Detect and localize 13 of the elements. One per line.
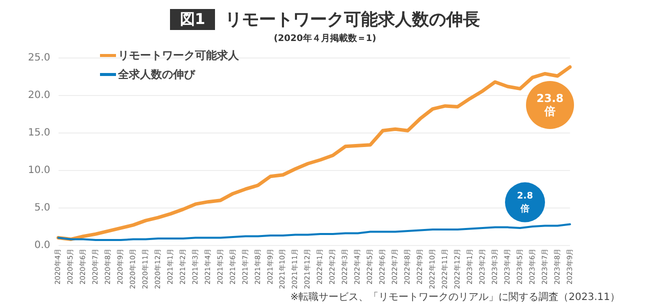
legend-label: 全求人数の伸び: [118, 67, 195, 82]
legend-label: リモートワーク可能求人: [118, 48, 239, 63]
y-tick-label: 20.0: [28, 90, 50, 102]
y-tick-label: 10.0: [28, 164, 50, 176]
y-tick-label: 5.0: [34, 202, 50, 214]
chart-subtitle: (2020年４月掲載数＝1): [272, 32, 378, 45]
y-tick-label: 15.0: [28, 128, 50, 139]
annotation: 23.8倍: [536, 92, 564, 118]
y-tick-label: 25.0: [28, 52, 50, 64]
annotation: 2.8倍: [517, 192, 533, 215]
y-tick-label: 0.0: [34, 240, 50, 251]
chart-title: 図1 リモートワーク可能求人数の伸長: [180, 10, 480, 30]
text: ※転職サービス、「リモートワークのリアル」に関する調査（2023.11）: [290, 290, 620, 304]
